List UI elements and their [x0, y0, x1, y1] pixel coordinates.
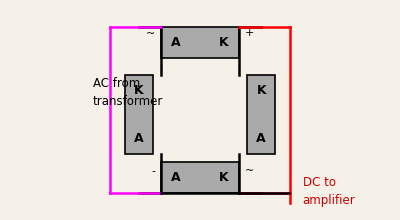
FancyBboxPatch shape — [124, 75, 153, 154]
FancyBboxPatch shape — [161, 162, 239, 193]
Text: A: A — [256, 132, 266, 145]
Text: DC to
amplifier: DC to amplifier — [303, 176, 356, 207]
Text: K: K — [256, 84, 266, 97]
Text: K: K — [219, 171, 229, 184]
Text: -: - — [151, 166, 155, 176]
Text: A: A — [171, 171, 181, 184]
FancyBboxPatch shape — [161, 27, 239, 58]
Text: AC from
transformer: AC from transformer — [93, 77, 163, 108]
Text: A: A — [134, 132, 144, 145]
Text: ~: ~ — [146, 28, 155, 38]
Text: A: A — [171, 36, 181, 49]
Text: K: K — [134, 84, 144, 97]
FancyBboxPatch shape — [247, 75, 276, 154]
Text: ~: ~ — [245, 166, 254, 176]
Text: +: + — [245, 28, 254, 38]
Text: K: K — [219, 36, 229, 49]
